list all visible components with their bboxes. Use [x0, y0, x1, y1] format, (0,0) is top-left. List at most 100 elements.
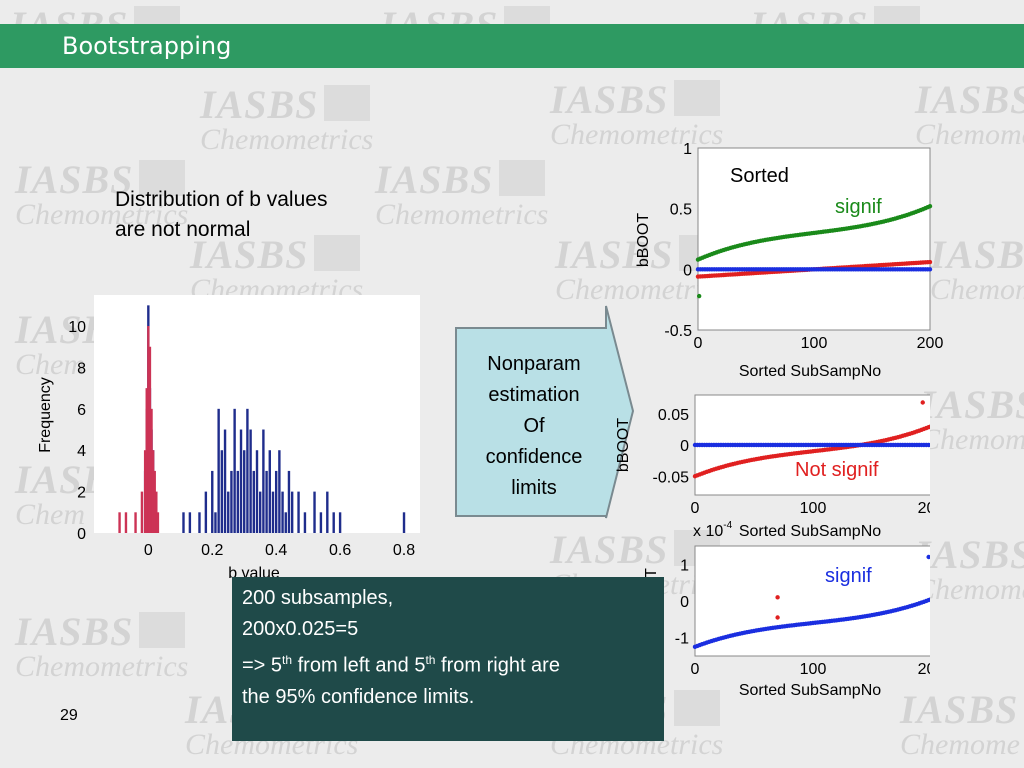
histogram-bar	[258, 491, 262, 533]
callout-line: => 5th from left and 5th from right are	[242, 653, 560, 677]
histogram-bar	[118, 512, 121, 533]
scatter-ytick: 1	[680, 557, 689, 574]
scatter-xtick: 0	[691, 500, 700, 517]
scatter-point	[927, 259, 933, 265]
sorted-top-xlabel: Sorted SubSampNo	[739, 363, 881, 380]
histogram-bar	[402, 512, 406, 533]
scatter-point	[920, 400, 925, 405]
scatter-ytick: 0	[683, 262, 692, 279]
scatter-ytick: -0.5	[664, 323, 692, 340]
slide-description: Distribution of b values are not normal	[115, 185, 327, 245]
histogram-bar	[150, 408, 153, 533]
histogram-bar	[271, 491, 275, 533]
scatter-ytick: -0.05	[653, 469, 690, 486]
histogram-bar	[182, 512, 185, 533]
histogram-bar	[281, 491, 284, 533]
histogram-bar	[290, 491, 294, 533]
arrow-shape	[455, 305, 635, 519]
arrow-line: Of	[523, 415, 545, 437]
slide-header: Bootstrapping	[0, 24, 1024, 68]
sorted-bottom-ylabel: T	[643, 568, 660, 578]
histogram-xtick: 0.4	[265, 542, 287, 559]
histogram-bar	[265, 470, 268, 533]
histogram-bar	[148, 346, 152, 533]
arrow-line: limits	[511, 477, 557, 499]
histogram-bar	[155, 491, 158, 533]
scatter-xtick: 200	[918, 500, 930, 517]
scatter-xtick: 0	[691, 661, 700, 678]
histogram-bar	[262, 429, 265, 533]
arrow-line: estimation	[488, 384, 579, 406]
histogram-ylabel: Frequency	[37, 377, 54, 453]
arrow-callout: Nonparam estimation Of confidence limits	[455, 305, 635, 519]
scatter-point	[928, 443, 930, 447]
sorted-top-chart: 0 100 200-0.500.51 Sorted signif bBOOT Sor…	[635, 141, 944, 380]
sorted-top-annotation: signif	[835, 196, 882, 218]
sorted-middle-ylabel: bBOOT	[615, 418, 632, 472]
histogram-bar	[268, 450, 271, 533]
histogram-bar	[326, 491, 329, 533]
scatter-ytick: 0	[680, 438, 689, 455]
scatter-point	[928, 424, 930, 429]
scatter-xtick: 200	[917, 335, 944, 352]
sorted-bottom-plot-area	[694, 545, 930, 657]
scatter-point	[775, 595, 780, 600]
scatter-ytick: 0.5	[670, 202, 692, 219]
histogram-bar	[278, 450, 281, 533]
sorted-top-plot-area	[697, 147, 931, 331]
histogram-xtick: 0.6	[329, 542, 351, 559]
histogram-bar	[239, 429, 243, 533]
sorted-top-title: Sorted	[730, 165, 789, 187]
histogram-bar	[153, 470, 156, 533]
histogram-bar	[204, 491, 208, 533]
sorted-bottom-annotation: signif	[825, 565, 872, 587]
histogram-bar	[230, 470, 233, 533]
histogram-bar	[227, 491, 230, 533]
scatter-point	[927, 204, 933, 209]
histogram-bar	[156, 512, 160, 533]
arrow-line: Nonparam	[487, 353, 580, 375]
histogram-bar	[274, 470, 278, 533]
sorted-middle-xlabel: Sorted SubSampNo	[739, 523, 881, 540]
histogram-bar	[140, 491, 144, 533]
sorted-middle-exponent: x 10-4	[693, 520, 733, 540]
histogram-xtick: 0	[144, 542, 153, 559]
histogram-bar	[145, 388, 148, 533]
histogram-bar	[220, 450, 224, 533]
callout-line: 200x0.025=5	[242, 618, 359, 640]
histogram-bar	[211, 470, 214, 533]
histogram-ytick: 10	[68, 319, 86, 336]
histogram-bar	[198, 512, 201, 533]
scatter-xtick: 200	[918, 661, 930, 678]
scatter-xtick: 100	[800, 500, 827, 517]
scatter-point	[927, 267, 933, 272]
histogram-ytick: 2	[77, 485, 86, 502]
arrow-line: confidence	[486, 446, 583, 468]
sorted-middle-annotation: Not signif	[795, 459, 879, 481]
scatter-ytick: 0	[680, 594, 689, 611]
scatter-point	[926, 554, 930, 560]
scatter-ytick: 0.05	[658, 407, 689, 424]
histogram-bar	[246, 408, 249, 533]
histogram-bar	[236, 470, 240, 533]
histogram-ytick: 0	[77, 526, 86, 543]
histogram-bar	[313, 491, 316, 533]
scatter-ytick: 1	[683, 141, 692, 158]
histogram-bar	[332, 512, 335, 533]
page-number: 29	[60, 707, 78, 724]
callout-line: 200 subsamples,	[242, 587, 394, 609]
histogram-bar	[134, 512, 137, 533]
description-line: Distribution of b values	[115, 188, 328, 211]
histogram-bar	[143, 450, 147, 533]
histogram-bar	[338, 512, 342, 533]
histogram-bar	[319, 512, 323, 533]
histogram-ytick: 4	[77, 443, 86, 460]
histogram-bar	[297, 491, 300, 533]
